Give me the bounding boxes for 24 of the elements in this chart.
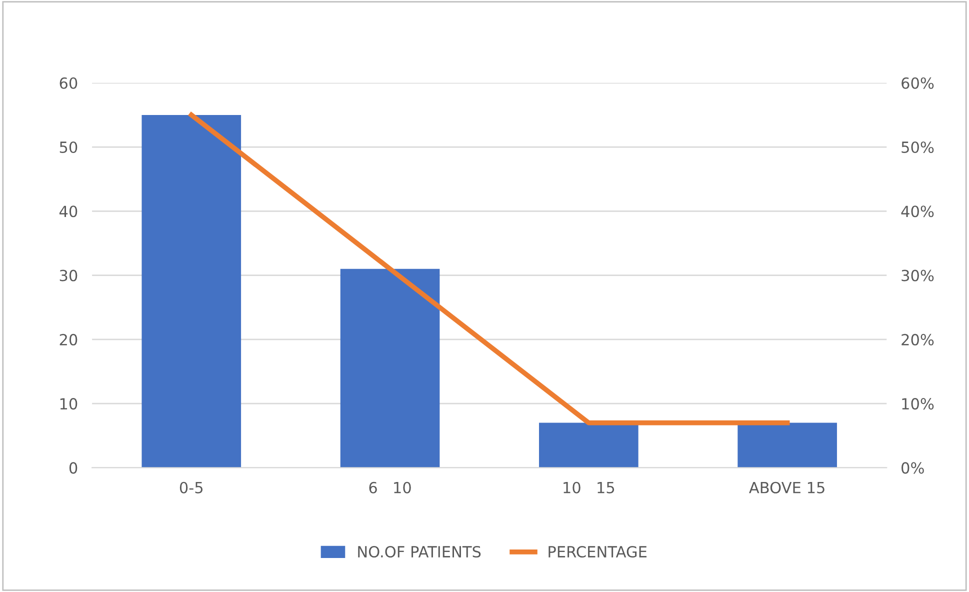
y2-tick-label: 50% xyxy=(902,141,934,154)
x-tick-label: 0-5 xyxy=(180,482,203,494)
legend-label: NO.OF PATIENTS xyxy=(358,546,481,558)
y2-tick-label: 40% xyxy=(901,206,934,218)
y-tick-label: 60 xyxy=(60,77,78,89)
x-tick-label: 10 15 xyxy=(564,482,614,494)
y2-tick-label: 30% xyxy=(902,270,934,282)
bar xyxy=(142,114,242,468)
bar xyxy=(539,422,638,468)
y2-tick-label: 0% xyxy=(902,462,924,474)
y-tick-label: 0 xyxy=(69,462,78,474)
bar xyxy=(738,422,837,468)
y-tick-label: 50 xyxy=(60,141,78,154)
y2-tick-label: 20% xyxy=(902,334,934,346)
x-tick-label: ABOVE 15 xyxy=(749,482,824,494)
y-tick-label: 10 xyxy=(60,398,78,410)
y2-tick-label: 10% xyxy=(902,398,934,410)
y-tick-label: 40 xyxy=(59,206,78,218)
x-tick-label: 6 10 xyxy=(369,482,411,494)
legend-label: PERCENTAGE xyxy=(548,546,646,558)
y-tick-label: 30 xyxy=(60,270,78,282)
bar xyxy=(340,268,440,468)
y-tick-label: 20 xyxy=(60,334,78,346)
y2-tick-label: 60% xyxy=(902,77,934,89)
